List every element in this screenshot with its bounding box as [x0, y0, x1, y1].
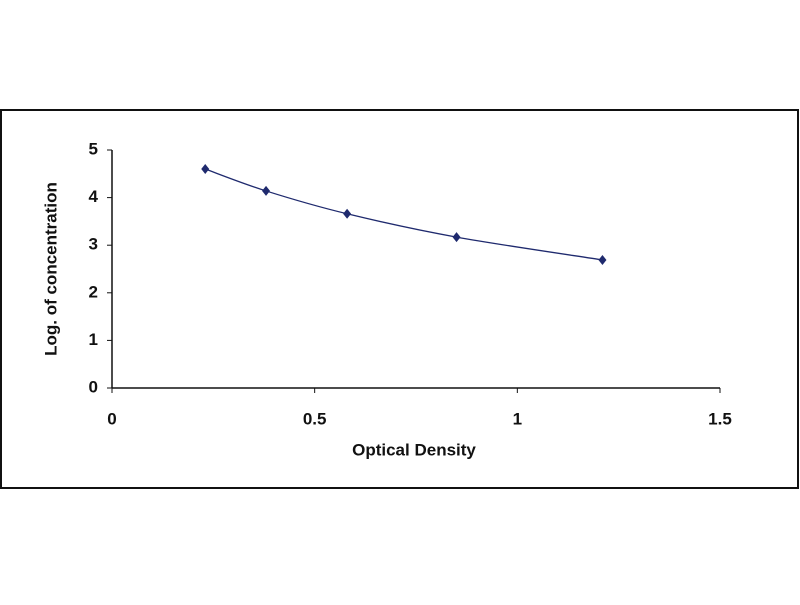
data-point: [343, 208, 352, 219]
data-point: [201, 164, 210, 175]
x-tick-label: 0.5: [303, 409, 327, 428]
y-axis-label: Log. of concentration: [41, 182, 60, 356]
chart-frame: [0, 109, 799, 489]
data-point: [452, 232, 461, 243]
x-tick-label: 1.5: [708, 409, 732, 428]
y-tick-label: 2: [89, 282, 98, 301]
y-tick-label: 5: [89, 139, 98, 158]
y-tick-label: 0: [89, 377, 98, 396]
data-point: [598, 254, 607, 265]
y-tick-label: 4: [89, 187, 99, 206]
y-tick-label: 1: [89, 330, 98, 349]
y-tick-label: 3: [89, 235, 98, 254]
x-tick-label: 1: [513, 409, 522, 428]
data-point: [262, 185, 271, 196]
x-tick-label: 0: [107, 409, 116, 428]
fit-line: [205, 168, 603, 261]
x-axis-label: Optical Density: [352, 440, 476, 459]
